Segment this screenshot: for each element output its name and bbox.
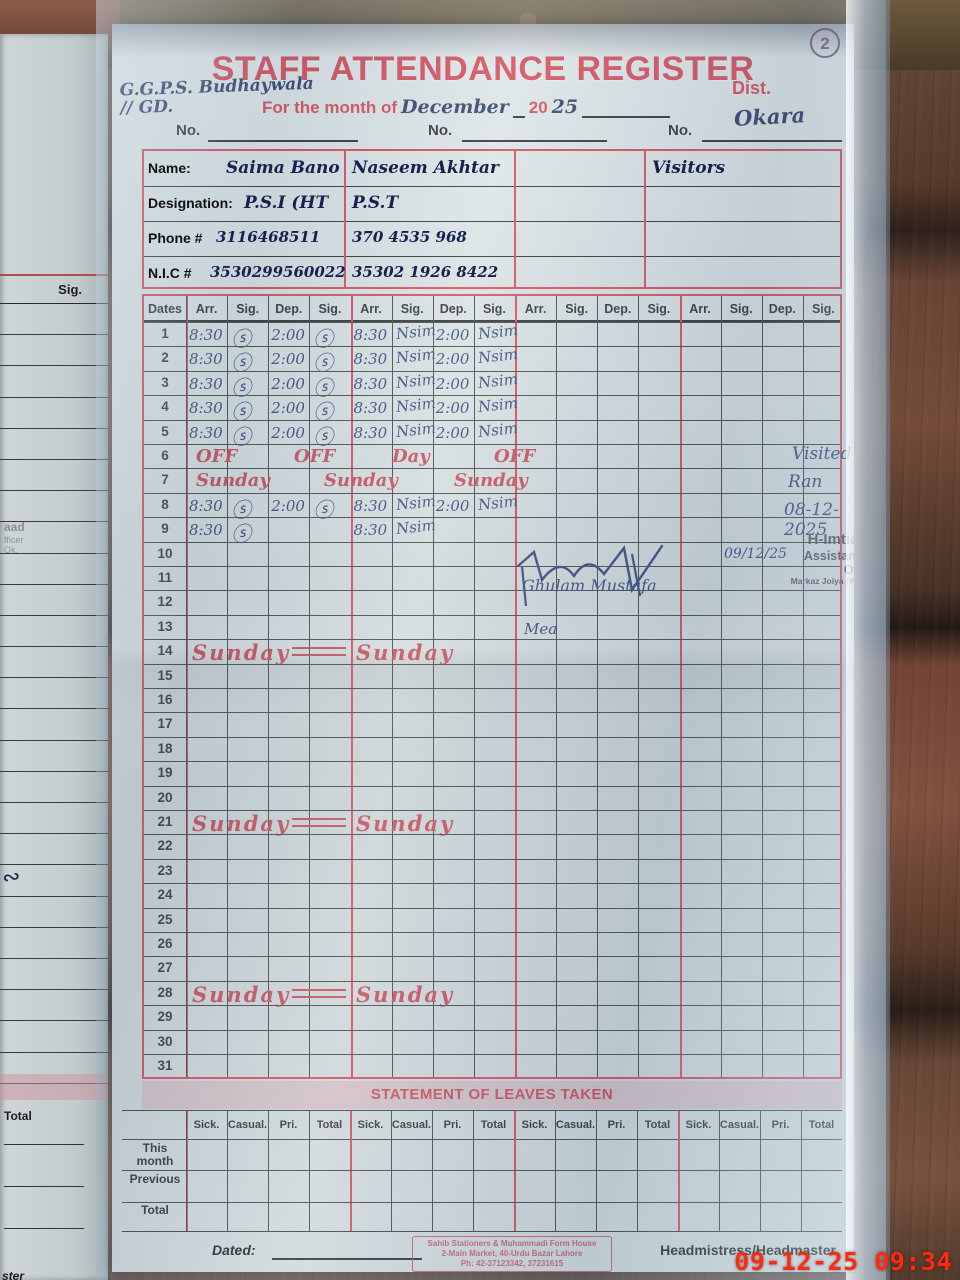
plastic-sleeve-overlay xyxy=(96,0,886,1280)
previous-page-row xyxy=(0,304,108,336)
info-value-nic-col2: 35302 1926 8422 xyxy=(352,263,499,281)
previous-page-total-label: Total xyxy=(4,1109,32,1123)
previous-page-row xyxy=(0,460,108,492)
previous-page-row xyxy=(0,772,108,803)
previous-page-row xyxy=(0,616,108,648)
previous-page-row xyxy=(0,366,108,398)
previous-page-scribble: ∾ xyxy=(0,862,23,891)
info-value-phone-col1: 3116468511 xyxy=(216,228,321,246)
previous-page-stamp: aad fficer Ok. xyxy=(4,520,25,556)
info-value-name-col1: Saima Bano xyxy=(226,158,340,178)
previous-page-row xyxy=(0,429,108,460)
info-value-name-col2: Naseem Akhtar xyxy=(352,158,499,178)
previous-page-row xyxy=(0,803,108,835)
info-value-designation-col2: P.S.T xyxy=(352,193,399,213)
info-label-designation: Designation: xyxy=(148,195,233,211)
previous-page-row xyxy=(0,709,108,741)
previous-page-row xyxy=(0,928,108,959)
info-value-name-col4: Visitors xyxy=(652,158,726,178)
previous-page-row xyxy=(0,959,108,991)
previous-page-row xyxy=(0,741,108,772)
previous-page-row xyxy=(0,522,108,554)
previous-page-row xyxy=(0,554,108,585)
previous-page-row xyxy=(0,398,108,429)
previous-page-row xyxy=(0,865,108,897)
info-value-nic-col1: 3530299560022 xyxy=(210,263,346,281)
info-label-phone: Phone # xyxy=(148,230,203,246)
info-label-name: Name: xyxy=(148,160,191,176)
previous-page-row xyxy=(0,834,108,866)
previous-page-row xyxy=(0,678,108,710)
info-value-phone-col2: 370 4535 968 xyxy=(352,228,467,246)
previous-page-rows xyxy=(0,304,108,1084)
info-value-designation-col1: P.S.I (HT xyxy=(244,193,329,213)
plastic-glare-strip xyxy=(846,0,890,1280)
previous-page-row xyxy=(0,897,108,928)
previous-page-row xyxy=(0,647,108,679)
info-label-nic: N.I.C # xyxy=(148,265,192,281)
previous-page-row xyxy=(0,1021,108,1053)
previous-page-partial: Sig. ∾ aad fficer Ok. Total ster xyxy=(0,34,108,1280)
previous-page-row xyxy=(0,491,108,523)
previous-page-sig-header: Sig. xyxy=(0,274,108,304)
previous-page-row xyxy=(0,335,108,367)
previous-page-headmaster-label: ster xyxy=(2,1269,25,1280)
previous-page-pink-band xyxy=(0,1074,108,1100)
previous-page-row xyxy=(0,990,108,1022)
camera-timestamp: 09-12-25 09:34 xyxy=(734,1247,952,1276)
previous-page-row xyxy=(0,585,108,616)
